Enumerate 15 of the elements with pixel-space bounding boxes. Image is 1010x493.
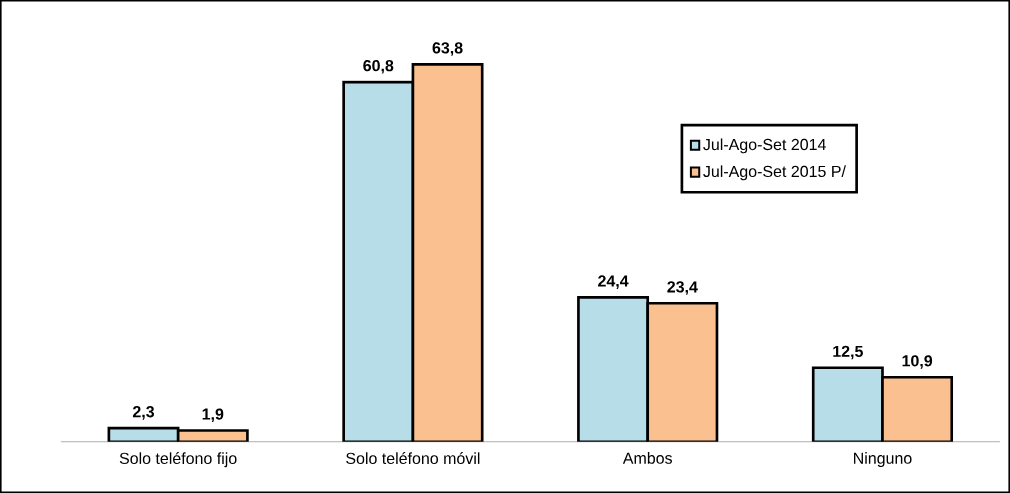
x-tick-label: Ninguno [854, 452, 912, 467]
data-label: 23,4 [667, 281, 698, 295]
data-label: 1,9 [202, 408, 224, 422]
data-label: 24,4 [598, 275, 629, 289]
data-label: 2,3 [132, 405, 155, 420]
legend-label: Jul-Ago-Set 2015 P/ [703, 165, 846, 181]
x-tick-label: Solo teléfono móvil [346, 452, 480, 464]
data-label: 60,8 [363, 59, 394, 74]
legend-label: Jul-Ago-Set 2014 [703, 138, 826, 154]
data-label: 63,8 [432, 42, 463, 56]
x-tick-label: Ambos [622, 452, 672, 464]
data-label: 12,5 [833, 345, 863, 360]
x-tick-label: Solo teléfono fijo [119, 452, 237, 468]
data-label: 10,9 [902, 355, 933, 369]
bar [342, 80, 415, 442]
